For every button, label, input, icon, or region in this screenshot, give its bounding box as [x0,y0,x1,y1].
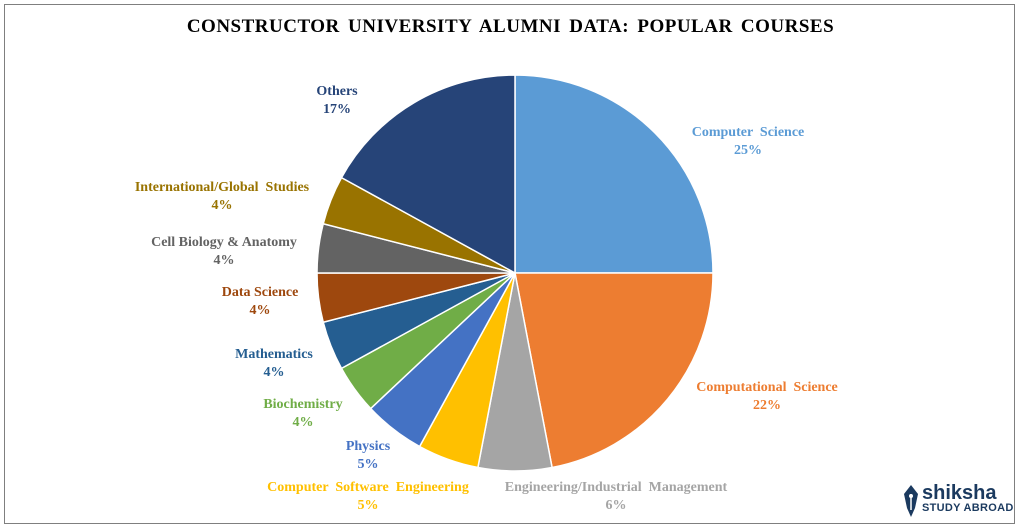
slice-label: Data Science [222,285,299,300]
slice-percent-label: 5% [358,498,379,513]
slice-label: Mathematics [235,347,313,362]
slice-percent-label: 4% [293,415,314,430]
slice-label: Computer Science [692,125,805,140]
logo-name: shiksha [922,482,997,504]
slice-percent-label: 5% [358,457,379,472]
pie-slice [514,272,714,469]
slice-label: Physics [346,439,391,454]
slice-label: Computational Science [696,380,838,395]
slice-label: Cell Biology & Anatomy [151,235,297,250]
slice-label: International/Global Studies [135,180,310,195]
shiksha-logo: shiksha STUDY ABROAD [902,482,1014,520]
pie-slice [340,74,516,275]
slice-label: Biochemistry [263,397,342,412]
slice-label: Engineering/Industrial Management [505,480,728,495]
pie-slice [514,74,714,274]
chart-title: CONSTRUCTOR UNIVERSITY ALUMNI DATA: POPU… [186,16,835,37]
slice-percent-label: 4% [212,198,233,213]
pie-slices [316,74,714,472]
pen-nib-icon [904,485,918,517]
slice-percent-label: 4% [214,253,235,268]
slice-label: Computer Software Engineering [267,480,469,495]
slice-percent-label: 17% [323,102,351,117]
pie-labels: Computer Science 25% Computational Science… [135,84,838,513]
slice-percent-label: 25% [734,143,762,158]
slice-percent-label: 4% [250,303,271,318]
slice-percent-label: 22% [753,398,781,413]
logo-tagline: STUDY ABROAD [922,502,1014,514]
slice-label: Others [316,84,358,99]
slice-percent-label: 4% [264,365,285,380]
slice-percent-label: 6% [606,498,627,513]
